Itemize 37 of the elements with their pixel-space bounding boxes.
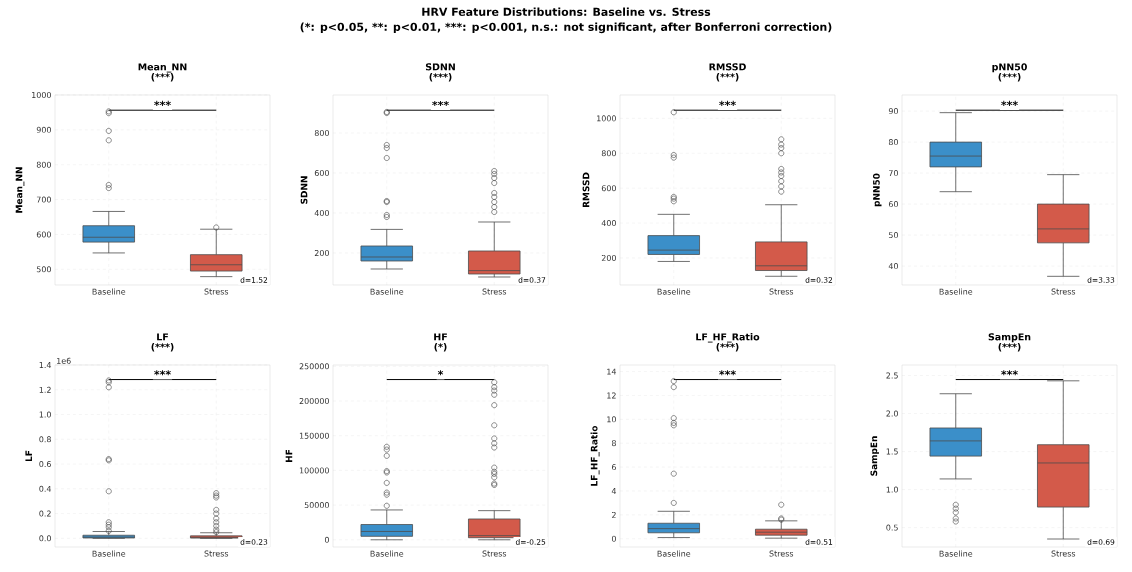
y-axis-title: LF_HF_Ratio — [590, 425, 600, 486]
chart-title: pNN50 — [992, 63, 1027, 73]
text: HRV Feature Distributions: Baseline vs. Stress — [422, 7, 711, 16]
chart-subtitle: (***) — [429, 73, 452, 82]
chart-title: SampEn — [988, 333, 1031, 343]
text: **: p<0.01, — [372, 22, 441, 34]
y-axis-title: SDNN — [300, 176, 308, 204]
chart-subtitle: (*) — [434, 343, 447, 352]
y-axis-title: LF — [25, 450, 32, 462]
annotation: * — [437, 370, 444, 376]
text: (*: p<0.05, — [300, 22, 368, 34]
chart-subtitle: (***) — [716, 73, 739, 82]
chart-subtitle: (***) — [716, 343, 739, 352]
annotation: *** — [1001, 100, 1018, 106]
annotation: *** — [154, 370, 171, 376]
annotation: *** — [719, 370, 736, 376]
annotation: *** — [154, 100, 171, 106]
text: ***: p<0.001, — [445, 22, 527, 34]
chart-title: LF — [157, 333, 168, 341]
chart-subtitle: (***) — [998, 73, 1021, 82]
y-axis-title: RMSSD — [582, 172, 590, 208]
chart-title: LF_HF_Ratio — [696, 333, 760, 343]
y-axis-title: Mean_NN — [15, 167, 25, 213]
annotation: *** — [719, 100, 736, 106]
chart-title: HF — [434, 333, 447, 341]
y-axis-title: pNN50 — [872, 173, 882, 207]
annotation: *** — [1001, 370, 1018, 376]
chart-subtitle: (***) — [151, 73, 174, 82]
y-axis-title: SampEn — [870, 436, 879, 476]
chart-subtitle: (***) — [998, 343, 1021, 352]
text: n.s.: not significant, after Bonferroni correction) — [532, 22, 832, 34]
chart-title: SDNN — [425, 63, 455, 71]
chart-subtitle: (***) — [151, 343, 174, 352]
chart-title: RMSSD — [709, 63, 746, 71]
annotation: *** — [432, 100, 449, 106]
y-axis-title: HF — [285, 449, 293, 462]
chart-title: Mean_NN — [138, 63, 187, 73]
